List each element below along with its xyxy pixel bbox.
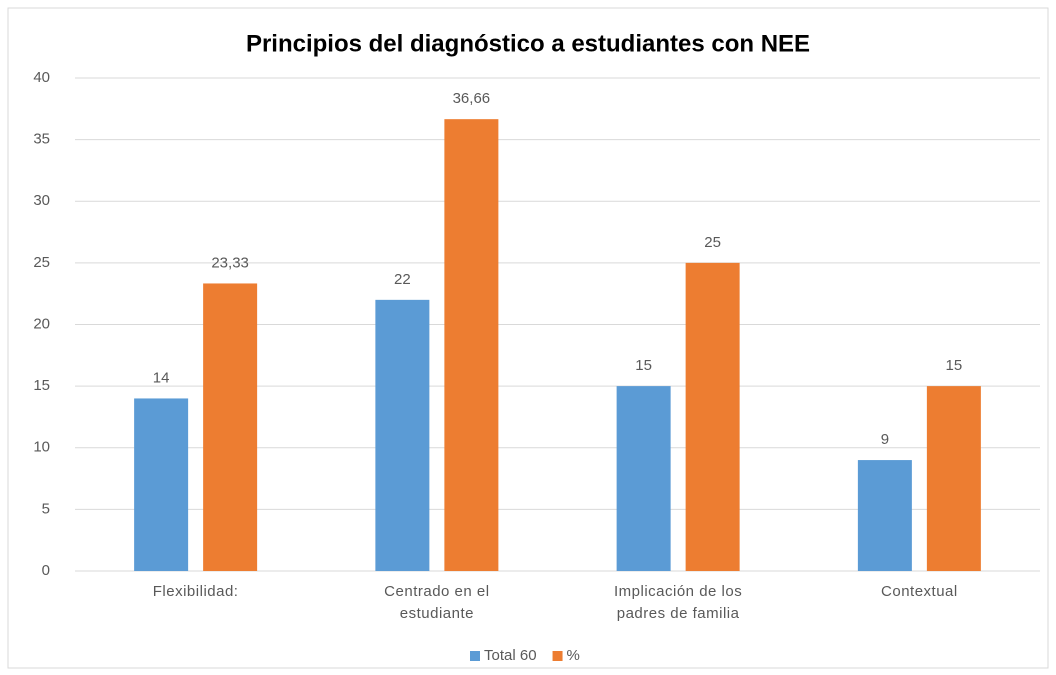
legend-label: % — [567, 647, 580, 664]
data-label: 22 — [394, 271, 411, 288]
data-label: 9 — [881, 431, 889, 448]
y-tick-label: 15 — [33, 377, 50, 394]
y-tick-label: 10 — [33, 439, 50, 456]
y-tick-label: 5 — [42, 500, 50, 517]
y-tick-label: 35 — [33, 131, 50, 148]
data-label: 15 — [635, 357, 652, 374]
bar — [685, 262, 740, 571]
legend-swatch — [552, 651, 563, 661]
bar — [926, 386, 981, 571]
data-label: 23,33 — [211, 254, 249, 271]
data-label: 36,66 — [453, 90, 491, 107]
y-tick-label: 40 — [33, 69, 50, 86]
x-tick-label: Flexibilidad: — [152, 583, 239, 600]
y-tick-label: 25 — [33, 254, 50, 271]
legend-swatch — [470, 651, 480, 661]
bar — [203, 283, 258, 571]
y-tick-label: 20 — [33, 315, 50, 332]
bar — [444, 119, 499, 571]
x-tick-label: Centrado en el estudiante — [384, 583, 490, 622]
bar — [857, 460, 912, 571]
x-tick-label: Implicación de los padres de familia — [614, 583, 743, 622]
y-tick-label: 30 — [33, 192, 50, 209]
bar — [616, 386, 671, 571]
bar — [134, 398, 189, 571]
data-label: 25 — [704, 234, 721, 251]
legend-label: Total 60 — [484, 647, 537, 664]
bar — [375, 299, 430, 571]
data-label: 14 — [153, 369, 170, 386]
chart-title: Principios del diagnóstico a estudiantes… — [246, 30, 810, 57]
data-label: 15 — [946, 357, 963, 374]
y-tick-label: 0 — [42, 562, 50, 579]
x-tick-label: Contextual — [881, 583, 958, 600]
